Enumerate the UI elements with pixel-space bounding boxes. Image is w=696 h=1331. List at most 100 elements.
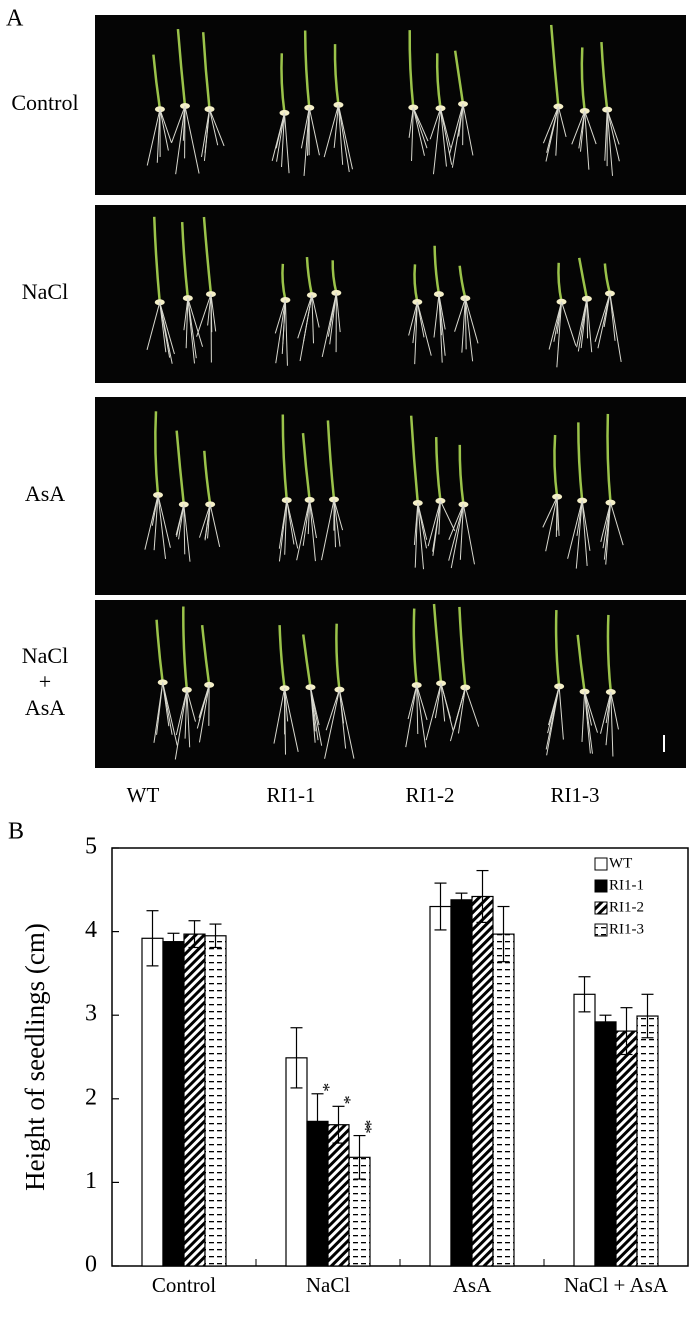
shoot: [433, 245, 441, 295]
error-bar: [497, 905, 510, 963]
shoot: [303, 30, 311, 108]
root: [333, 499, 341, 547]
y-tick-label: 2: [85, 1084, 97, 1110]
y-tick-label: 5: [85, 834, 97, 860]
shoot: [301, 634, 312, 688]
error-bar: [641, 993, 654, 1039]
y-tick-label: 0: [85, 1252, 97, 1278]
root: [547, 686, 560, 734]
bar: [141, 937, 164, 1267]
root: [438, 294, 443, 363]
root: [606, 109, 620, 145]
legend-label: RI1-1: [609, 877, 644, 893]
root: [609, 293, 622, 363]
root: [416, 685, 419, 735]
x-tick-label: Control: [152, 1273, 216, 1297]
root: [196, 293, 212, 337]
root: [159, 109, 169, 151]
shoot: [434, 437, 442, 502]
shoot: [281, 263, 287, 301]
root: [283, 112, 290, 174]
root: [209, 108, 225, 147]
shoot: [557, 262, 563, 303]
shoot: [408, 30, 415, 108]
root: [429, 108, 441, 140]
error-bar: [290, 1027, 303, 1089]
error-bar: [146, 910, 159, 967]
root: [302, 499, 311, 546]
root: [581, 691, 586, 742]
root: [275, 299, 286, 364]
panel-b: B Height of seedlings (cm) 0 1 2 3 4 5 Control Na…: [8, 819, 689, 1297]
root: [186, 689, 196, 722]
root: [577, 298, 588, 352]
error-bar: [578, 976, 591, 1013]
root: [571, 110, 586, 145]
root: [271, 112, 285, 162]
bar: [492, 933, 515, 1267]
shoot: [576, 634, 586, 692]
column-label: RI1-3: [551, 783, 600, 807]
shoot: [458, 444, 465, 505]
error-bar: [599, 1014, 612, 1030]
root: [337, 104, 350, 173]
root: [183, 504, 186, 555]
root: [209, 108, 219, 146]
root: [603, 293, 611, 328]
root: [333, 104, 339, 148]
error-bar: [209, 923, 222, 949]
root: [187, 297, 204, 347]
bar: [327, 1124, 350, 1267]
root: [448, 504, 464, 561]
root: [416, 685, 427, 748]
root: [207, 504, 211, 539]
legend-swatch: [594, 923, 608, 937]
root: [610, 691, 619, 730]
root: [556, 301, 563, 334]
photo: [95, 15, 686, 195]
root: [545, 496, 558, 552]
bar: [285, 1057, 308, 1267]
row-label: Control: [11, 90, 78, 115]
root: [157, 494, 171, 548]
root: [284, 299, 288, 366]
shoot: [453, 50, 465, 105]
shoot: [154, 411, 160, 496]
root: [187, 298, 195, 364]
shoot: [176, 28, 187, 107]
root: [311, 295, 315, 344]
shoot: [278, 625, 286, 689]
root: [146, 109, 161, 166]
y-tick-label: 4: [85, 917, 97, 943]
root: [412, 107, 429, 142]
shoot: [281, 414, 289, 501]
shoot: [155, 619, 164, 683]
shoot: [458, 606, 467, 688]
root: [184, 689, 188, 739]
error-bar: [167, 932, 180, 951]
shoot: [152, 216, 161, 303]
root: [458, 103, 464, 137]
root: [338, 689, 355, 759]
column-label: WT: [127, 783, 160, 807]
root: [605, 691, 612, 746]
root: [602, 502, 611, 549]
shoot: [412, 608, 418, 686]
root: [449, 103, 464, 154]
error-bar: [353, 1134, 366, 1180]
shoot: [201, 32, 211, 110]
legend-label: RI1-3: [609, 921, 644, 937]
root: [321, 499, 335, 561]
shoot: [606, 614, 613, 693]
root: [159, 302, 171, 358]
shoot: [549, 24, 560, 107]
root: [300, 107, 310, 149]
shoot: [180, 221, 190, 299]
root: [412, 301, 418, 344]
root: [337, 104, 344, 165]
root: [581, 500, 591, 551]
legend-label: RI1-2: [609, 899, 644, 915]
root: [284, 688, 299, 752]
